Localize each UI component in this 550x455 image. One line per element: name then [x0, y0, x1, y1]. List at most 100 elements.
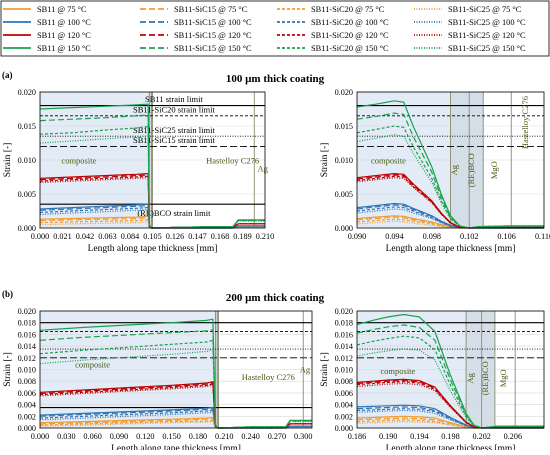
legend-label: SB11-SiC25 @ 120 °C	[448, 31, 526, 40]
y-tick-label: 0.018	[18, 319, 36, 328]
y-tick-label: 0.002	[18, 412, 36, 421]
region-label: (RE)BCO	[480, 361, 490, 395]
x-tick-label: 0.150	[162, 432, 180, 441]
x-axis-label: Length along tape thickness [mm]	[111, 444, 241, 450]
strain-limit-label: SB11 strain limit	[145, 94, 203, 104]
x-tick-label: 0.202	[472, 432, 490, 441]
x-tick-label: 0.147	[188, 232, 206, 241]
y-tick-label: 0.012	[18, 354, 36, 363]
region-label: (RE)BCO	[466, 153, 476, 187]
y-tick-label: 0.010	[18, 156, 36, 165]
y-tick-label: 0.015	[18, 122, 36, 131]
axes-frame	[356, 91, 545, 229]
x-tick-label: 0.168	[211, 232, 229, 241]
legend-label: SB11-SiC15 @ 75 °C	[174, 5, 248, 14]
y-tick-label: 0.020	[18, 88, 36, 97]
strain-limit-label: SB11-SiC25 strain limit	[133, 125, 216, 135]
x-tick-label: 0.021	[53, 232, 71, 241]
strain-limit-label: (RE)BCO strain limit	[137, 208, 211, 218]
chart-b-full: composite Hastelloy C276 Ag 0.000 0.002 0.004…	[3, 307, 313, 454]
y-tick-label: 0.000	[18, 424, 36, 433]
y-tick-label: 0.020	[335, 307, 353, 316]
y-tick-label: 0.010	[18, 366, 36, 375]
x-tick-label: 0.190	[379, 432, 397, 441]
region-label: Ag	[449, 164, 459, 175]
series-line	[356, 324, 544, 429]
x-tick-label: 0.106	[497, 232, 515, 241]
x-tick-label: 0.090	[110, 432, 128, 441]
section-tag-b: (b)	[2, 289, 13, 299]
y-tick-label: 0.010	[335, 366, 353, 375]
y-tick-label: 0.020	[335, 88, 353, 97]
y-tick-label: 0.005	[335, 190, 353, 199]
y-tick-label: 0.016	[335, 330, 353, 339]
axes-frame	[39, 310, 313, 429]
legend-label: SB11 @ 120 °C	[37, 31, 91, 40]
x-axis-label: Length along tape thickness [mm]	[386, 444, 516, 450]
legend-label: SB11 @ 100 °C	[37, 18, 91, 27]
y-tick-label: 0.004	[335, 401, 353, 410]
x-tick-label: 0.102	[460, 232, 478, 241]
series-line	[356, 100, 544, 229]
legend-label: SB11-SiC15 @ 120 °C	[174, 31, 252, 40]
x-tick-label: 0.105	[143, 232, 161, 241]
x-tick-label: 0.240	[241, 432, 259, 441]
x-tick-label: 0.180	[189, 432, 207, 441]
x-tick-label: 0.094	[385, 232, 403, 241]
legend-label: SB11-SiC15 @ 150 °C	[174, 44, 252, 53]
x-tick-label: 0.206	[504, 432, 522, 441]
region-label: composite	[380, 366, 415, 376]
x-tick-label: 0.110	[535, 232, 550, 241]
region-label: Hastelloy C276	[206, 155, 259, 165]
x-tick-label: 0.198	[441, 432, 459, 441]
x-tick-label: 0.000	[31, 232, 49, 241]
x-axis-label: Length along tape thickness [mm]	[386, 244, 516, 254]
series-line	[39, 411, 312, 429]
legend: SB11 @ 75 °C SB11-SiC15 @ 75 °C SB11-SiC20…	[0, 0, 550, 57]
section-title-b: 200 µm thick coating	[226, 292, 325, 304]
y-tick-label: 0.014	[18, 342, 36, 351]
series-line	[39, 103, 265, 229]
y-tick-label: 0.010	[335, 156, 353, 165]
region-label: Ag	[300, 364, 311, 374]
region-label: Hastelloy C276	[242, 372, 295, 382]
y-tick-label: 0.008	[335, 377, 353, 386]
series-line	[356, 208, 544, 229]
legend-label: SB11-SiC20 @ 75 °C	[311, 5, 385, 14]
x-axis-label: Length along tape thickness [mm]	[88, 244, 218, 254]
strain-limit-label: SB11-SiC20 strain limit	[133, 104, 216, 114]
region-label: Ag	[258, 164, 269, 174]
series-line	[39, 348, 312, 429]
region-label: MgO	[489, 161, 499, 179]
y-tick-label: 0.004	[18, 401, 36, 410]
y-tick-label: 0.000	[335, 224, 353, 233]
x-tick-label: 0.120	[136, 432, 154, 441]
legend-label: SB11 @ 75 °C	[37, 5, 87, 14]
y-tick-label: 0.018	[335, 319, 353, 328]
x-tick-label: 0.210	[215, 432, 233, 441]
x-tick-label: 0.063	[98, 232, 116, 241]
y-axis-label: Strain [-]	[3, 143, 13, 178]
y-tick-label: 0.012	[335, 354, 353, 363]
y-axis-label: Strain [-]	[320, 352, 330, 387]
y-tick-label: 0.000	[18, 224, 36, 233]
region-label: composite	[61, 155, 96, 165]
x-tick-label: 0.270	[268, 432, 286, 441]
region-label: composite	[371, 155, 406, 165]
region-label: Hastelloy C276	[520, 96, 530, 149]
axes-frame	[39, 91, 266, 229]
y-tick-label: 0.014	[335, 342, 353, 351]
y-tick-label: 0.015	[335, 122, 353, 131]
x-tick-label: 0.189	[233, 232, 251, 241]
region-label: MgO	[498, 369, 508, 387]
legend-label: SB11-SiC20 @ 120 °C	[311, 31, 389, 40]
section-tag-a: (a)	[2, 70, 13, 80]
x-tick-label: 0.186	[348, 432, 366, 441]
legend-label: SB11-SiC25 @ 75 °C	[448, 5, 522, 14]
y-tick-label: 0.006	[335, 389, 353, 398]
legend-label: SB11 @ 150 °C	[37, 44, 91, 53]
x-tick-label: 0.098	[423, 232, 441, 241]
